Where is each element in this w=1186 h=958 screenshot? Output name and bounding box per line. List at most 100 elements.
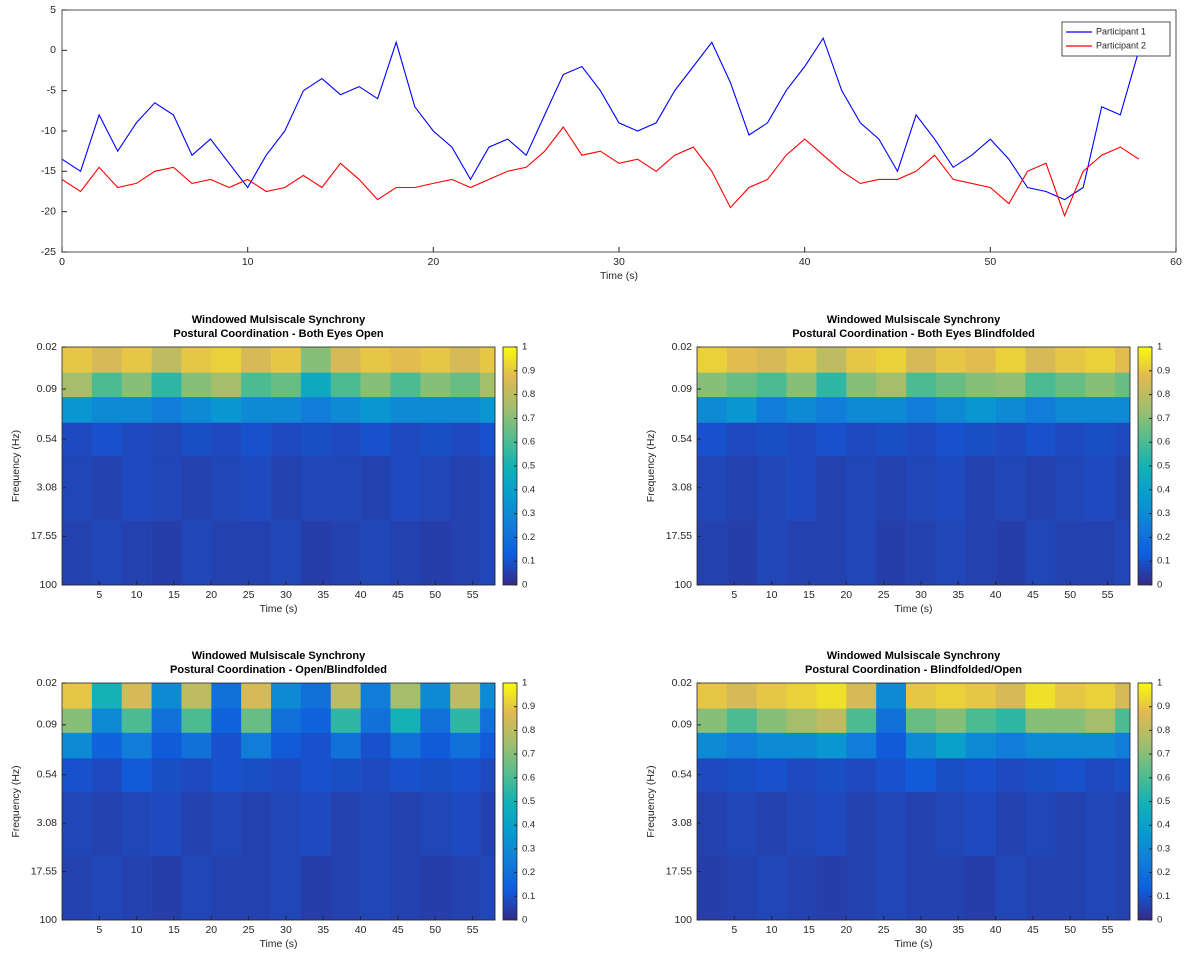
heatmap-cell	[697, 791, 728, 857]
y-tick-label: 0	[50, 44, 56, 56]
heatmap-cell	[420, 683, 451, 709]
heatmap-cell	[816, 347, 847, 373]
heatmap-cell	[62, 372, 93, 398]
y-tick-label: 0.54	[672, 433, 693, 445]
heatmap-cell	[1115, 347, 1131, 373]
x-tick-label: 15	[803, 589, 815, 601]
heatmap-cell	[360, 708, 391, 734]
heatmap-cell	[121, 758, 152, 793]
heatmap-cell	[876, 422, 907, 457]
heatmap-cell	[786, 791, 817, 857]
heatmap-cell	[450, 758, 481, 793]
heatmap-cell	[271, 347, 302, 373]
colorbar-tick-label: 0.6	[1157, 772, 1170, 783]
heatmap-cell	[1085, 397, 1116, 423]
heatmap-cell	[1055, 347, 1086, 373]
chart-subtitle: Postural Coordination - Both Eyes Open	[173, 328, 384, 340]
heatmap-cell	[480, 758, 496, 793]
y-tick-label: 17.55	[666, 530, 692, 542]
heatmap-cell	[360, 456, 391, 521]
heatmap-cell	[211, 855, 242, 921]
heatmap-cell	[62, 347, 93, 373]
heatmap-cell	[1115, 422, 1131, 457]
x-tick-label: 35	[952, 589, 964, 601]
colorbar-tick-label: 1	[522, 678, 527, 689]
heatmap-cell	[756, 758, 787, 793]
x-axis-label: Time (s)	[894, 938, 932, 950]
heatmap-cell	[965, 855, 996, 921]
x-tick-label: 45	[392, 589, 404, 601]
heatmap-cell	[62, 758, 93, 793]
y-tick-label: -10	[41, 125, 56, 137]
colorbar-tick-label: 0.7	[522, 749, 535, 760]
heatmap-cell	[726, 422, 758, 457]
colorbar-tick-label: 0.4	[1157, 484, 1170, 495]
heatmap-cell	[726, 456, 758, 521]
heatmap-cell	[1085, 732, 1116, 759]
heatmap-cell	[181, 758, 212, 793]
heatmap-cell	[211, 791, 242, 857]
heatmap-cell	[390, 791, 421, 857]
heatmap-cell	[480, 708, 496, 734]
heatmap-cell	[271, 372, 302, 398]
heatmap-cell	[91, 732, 123, 759]
heatmap-cell	[300, 456, 332, 521]
heatmap-cell	[965, 347, 996, 373]
heatmap-cell	[756, 347, 787, 373]
heatmap-cell	[241, 347, 272, 373]
heatmap-cell	[271, 456, 302, 521]
heatmap-cell	[846, 347, 877, 373]
heatmap-cell	[756, 456, 787, 521]
heatmap-cell	[480, 422, 496, 457]
heatmap-cell	[846, 708, 877, 734]
x-tick-label: 40	[799, 256, 811, 268]
heatmap-cell	[697, 708, 728, 734]
heatmap-cell	[241, 456, 272, 521]
heatmap-cell	[330, 855, 361, 921]
heatmap-cell	[300, 758, 332, 793]
heatmap-cell	[786, 422, 817, 457]
heatmap-cell	[62, 732, 93, 759]
heatmap-cell	[726, 683, 758, 709]
heatmap-cell	[91, 683, 123, 709]
heatmap-cell	[1025, 347, 1056, 373]
x-tick-label: 20	[205, 589, 217, 601]
heatmap-cell	[450, 732, 481, 759]
heatmap-cell	[300, 422, 332, 457]
heatmap-cell	[846, 422, 877, 457]
colorbar-tick-label: 0	[522, 580, 527, 591]
heatmap-cell	[62, 855, 93, 921]
y-axis-label: Frequency (Hz)	[645, 430, 657, 502]
heatmap-cell	[211, 347, 242, 373]
heatmap-cell	[906, 397, 937, 423]
heatmap-cell	[1025, 372, 1056, 398]
heatmap-cell	[390, 855, 421, 921]
y-tick-label: 100	[674, 579, 692, 591]
heatmap-cell	[450, 683, 481, 709]
colorbar-tick-label: 0.7	[1157, 749, 1170, 760]
heatmap-cell	[935, 708, 967, 734]
heatmap-cell	[995, 520, 1026, 586]
heatmap-cell	[151, 758, 182, 793]
heatmap-cell	[271, 397, 302, 423]
heatmap-cell	[726, 791, 758, 857]
heatmap-cell	[1055, 397, 1086, 423]
x-tick-label: 50	[1064, 589, 1076, 601]
heatmap-cell	[1115, 520, 1131, 586]
heatmap-cell	[450, 397, 481, 423]
heatmap-cell	[360, 347, 391, 373]
heatmap-cell	[62, 683, 93, 709]
heatmap-cell	[360, 758, 391, 793]
y-axis-label: Frequency (Hz)	[645, 765, 657, 837]
heatmap-cell	[816, 372, 847, 398]
heatmap-cell	[480, 732, 496, 759]
heatmap-cell	[151, 683, 182, 709]
heatmap-cell	[271, 683, 302, 709]
chart-title: Windowed Mulsiscale Synchrony	[192, 314, 366, 326]
heatmap-cell	[181, 422, 212, 457]
colorbar-tick-label: 0.2	[522, 532, 535, 543]
x-tick-label: 60	[1170, 256, 1182, 268]
x-tick-label: 50	[429, 924, 441, 936]
heatmap-cell	[300, 520, 332, 586]
heatmap-cell	[450, 456, 481, 521]
